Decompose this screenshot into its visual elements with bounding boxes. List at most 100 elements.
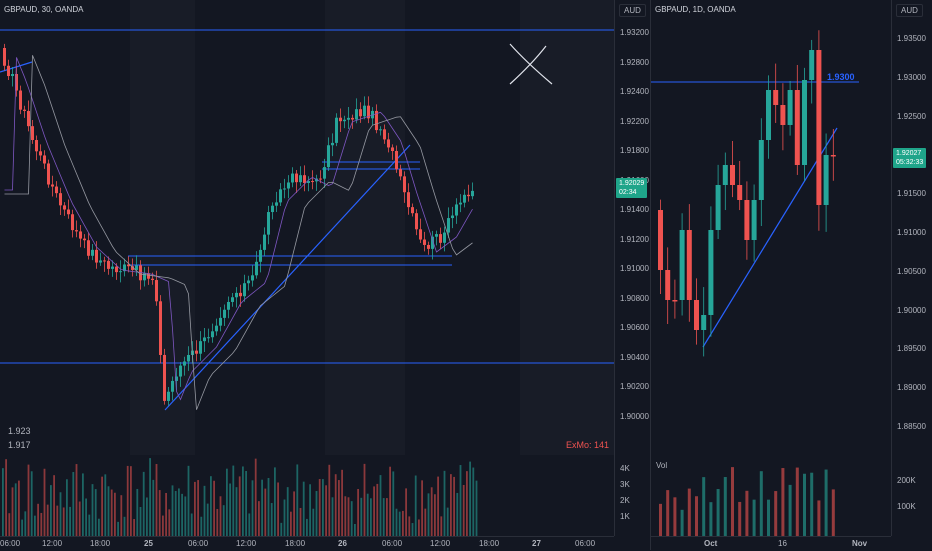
left-price-tick: 1.91400: [620, 205, 649, 214]
candle-body: [179, 365, 182, 377]
volume-bar: [472, 467, 475, 536]
candle-body: [672, 300, 678, 302]
left-volume-pane[interactable]: [0, 455, 614, 536]
volume-bar: [264, 488, 267, 536]
right-countdown: 05:32:33: [896, 159, 924, 166]
candle-body: [231, 297, 234, 302]
vol-label: Vol: [656, 461, 668, 470]
volume-bar: [267, 477, 270, 536]
candle-body: [423, 239, 426, 245]
candle-body: [99, 260, 102, 263]
right-chart-pane[interactable]: GBPAUD, 1D, OANDA 1.9300: [651, 0, 891, 455]
volume-bar: [398, 511, 401, 536]
candle-body: [802, 80, 807, 165]
right-price-chart[interactable]: [651, 0, 891, 455]
volume-bar: [666, 490, 670, 536]
volume-bar: [210, 476, 212, 536]
moving-average-line: [4, 55, 473, 410]
volume-bar: [723, 477, 727, 536]
right-price-tick: 1.90500: [897, 266, 926, 276]
candle-body: [223, 309, 226, 318]
left-price-axis[interactable]: AUD 1.93200 1.92800 1.92400 1.92200 1.91800 1…: [614, 0, 651, 536]
volume-bar: [290, 511, 292, 536]
volume-bar: [302, 481, 305, 536]
volume-bar: [831, 489, 835, 536]
candle-body: [27, 110, 30, 127]
volume-bar: [788, 484, 792, 536]
volume-bar: [136, 488, 139, 536]
volume-bar: [277, 482, 279, 536]
left-currency-button[interactable]: AUD: [619, 4, 646, 17]
candle-body: [135, 265, 138, 270]
candle-body: [31, 126, 34, 141]
candle-body: [19, 90, 22, 110]
candle-body: [701, 315, 707, 330]
left-time-axis[interactable]: 06:00 12:00 18:00 25 06:00 12:00 18:00 26 06:00 1…: [0, 536, 614, 551]
volume-bar: [50, 485, 52, 536]
volume-bar: [328, 464, 331, 536]
volume-bar: [673, 497, 677, 536]
candle-body: [199, 341, 202, 354]
volume-bar: [261, 479, 263, 536]
candle-body: [403, 176, 406, 193]
volume-bar: [331, 497, 334, 536]
volume-bar: [421, 480, 423, 536]
volume-bar: [146, 497, 148, 536]
volume-bar: [350, 501, 353, 536]
volume-bar: [687, 488, 691, 536]
right-price-tick: 1.93500: [897, 34, 926, 43]
volume-bar: [434, 494, 436, 536]
volume-bar: [24, 511, 27, 536]
candle-body: [119, 271, 122, 273]
volume-bar: [104, 474, 107, 536]
right-time-axis[interactable]: Oct 16 Nov: [651, 536, 891, 551]
pane-divider[interactable]: [650, 0, 651, 550]
left-price-chart[interactable]: [0, 0, 614, 455]
volume-bar: [360, 497, 363, 536]
candle-body: [3, 48, 6, 66]
volume-bar: [30, 471, 33, 536]
left-chart-pane[interactable]: GBPAUD, 30, OANDA 1.923 1.917 ExMo: 141: [0, 0, 614, 455]
left-time-tick: 12:00: [42, 539, 63, 548]
right-volume-pane[interactable]: Vol: [651, 455, 891, 536]
volume-bar: [759, 471, 763, 536]
volume-bar: [716, 489, 720, 536]
left-time-tick: 06:00: [382, 539, 403, 548]
volume-bar: [21, 519, 23, 536]
volume-bar: [165, 492, 167, 536]
candle-body: [455, 204, 458, 216]
candle-body: [335, 117, 338, 143]
candle-body: [243, 283, 246, 297]
volume-bar: [315, 491, 318, 536]
volume-bar: [178, 488, 180, 536]
volume-bar: [430, 487, 433, 536]
volume-bar: [203, 485, 206, 536]
left-price-tick: 1.90600: [620, 323, 649, 332]
volume-bar: [325, 485, 327, 536]
volume-bar: [56, 505, 59, 536]
candle-body: [315, 178, 318, 182]
candle-body: [435, 234, 438, 237]
left-countdown: 02:34: [619, 189, 637, 196]
volume-bar: [114, 492, 116, 536]
right-price-tick: 1.89500: [897, 344, 926, 354]
right-time-tick: 16: [778, 539, 787, 548]
right-price-axis[interactable]: AUD 1.935001.930001.925001.920001.915001…: [891, 0, 932, 536]
candle-body: [195, 350, 198, 354]
volume-bar: [475, 480, 478, 536]
volume-bar: [309, 484, 311, 536]
candle-body: [39, 151, 42, 156]
candle-body: [275, 202, 278, 206]
x-drawing-icon[interactable]: [506, 40, 558, 88]
candle-body: [379, 129, 382, 131]
right-currency-button[interactable]: AUD: [896, 4, 923, 17]
left-price-tick: 1.92200: [620, 116, 649, 126]
volume-bar: [338, 480, 340, 536]
candle-body: [47, 163, 50, 185]
candle-body: [211, 331, 214, 338]
candle-body: [271, 205, 274, 213]
candle-body: [367, 105, 370, 119]
candle-body: [744, 200, 750, 240]
candle-body: [151, 278, 154, 281]
volume-bar: [85, 498, 87, 536]
